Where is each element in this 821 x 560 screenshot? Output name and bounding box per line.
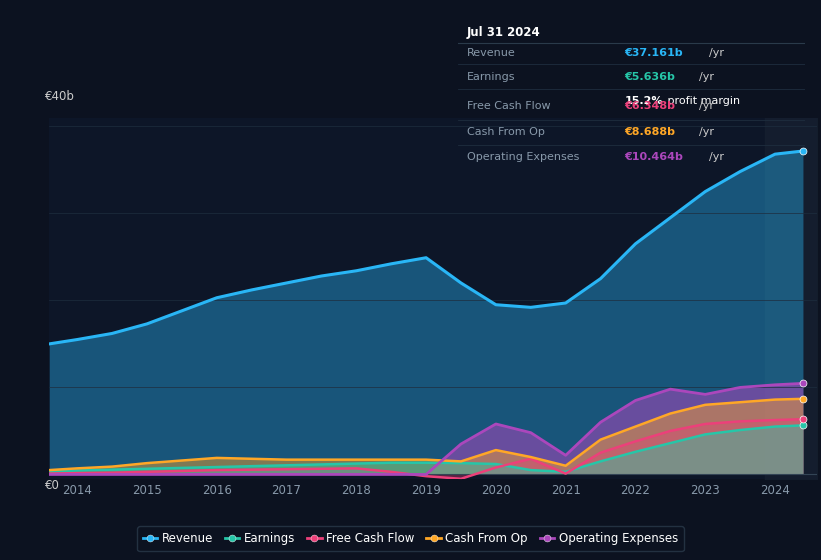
Text: €6.348b: €6.348b	[625, 101, 679, 111]
Text: /yr: /yr	[699, 101, 714, 111]
Text: /yr: /yr	[699, 127, 714, 137]
Text: Jul 31 2024: Jul 31 2024	[467, 26, 540, 39]
Text: Free Cash Flow: Free Cash Flow	[467, 101, 550, 111]
Text: /yr: /yr	[709, 152, 723, 162]
Legend: Revenue, Earnings, Free Cash Flow, Cash From Op, Operating Expenses: Revenue, Earnings, Free Cash Flow, Cash …	[137, 526, 684, 551]
Text: €40b: €40b	[45, 90, 76, 103]
Text: €0: €0	[45, 479, 60, 492]
Text: Operating Expenses: Operating Expenses	[467, 152, 579, 162]
Text: Earnings: Earnings	[467, 72, 516, 82]
Text: Revenue: Revenue	[467, 48, 516, 58]
Text: profit margin: profit margin	[664, 96, 741, 106]
Text: 15.2%: 15.2%	[625, 96, 663, 106]
Text: €37.161b: €37.161b	[625, 48, 687, 58]
Text: /yr: /yr	[709, 48, 723, 58]
Text: /yr: /yr	[699, 72, 714, 82]
Text: Cash From Op: Cash From Op	[467, 127, 544, 137]
Text: €5.636b: €5.636b	[625, 72, 679, 82]
Text: €10.464b: €10.464b	[625, 152, 687, 162]
Text: €8.688b: €8.688b	[625, 127, 679, 137]
